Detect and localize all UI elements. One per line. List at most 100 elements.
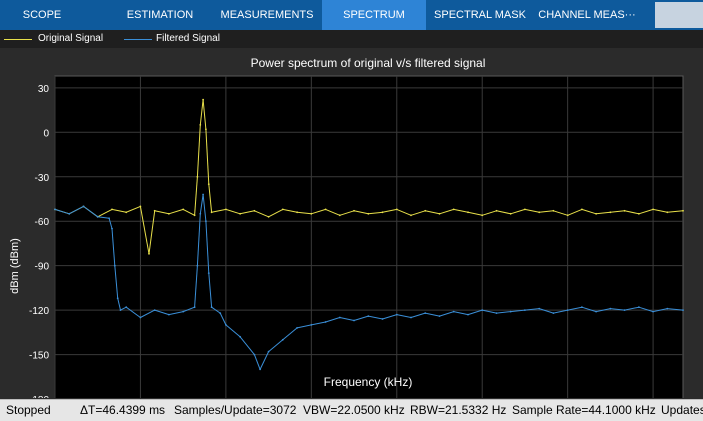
data-point <box>116 297 119 300</box>
series-segment <box>253 354 261 370</box>
series-segment <box>199 194 204 214</box>
data-point <box>367 212 370 215</box>
data-point <box>253 209 256 212</box>
data-point <box>638 306 640 309</box>
tab-spectral-mask[interactable]: SPECTRAL MASK <box>434 9 526 21</box>
status-updates: Updates <box>661 403 703 417</box>
data-point <box>139 316 142 319</box>
series-segment <box>467 309 483 316</box>
series-segment <box>396 314 412 318</box>
data-point <box>153 309 156 311</box>
data-point <box>68 212 71 215</box>
data-point <box>509 310 512 313</box>
series-segment <box>496 210 511 215</box>
spectrum-chart[interactable]: Power spectrum of original v/s filtered … <box>0 48 703 419</box>
series-segment <box>183 306 195 313</box>
data-point <box>595 310 597 313</box>
series-original-signal <box>54 98 684 255</box>
status-vbw: VBW=22.0500 kHz <box>303 403 405 417</box>
series-segment <box>196 213 201 266</box>
data-point <box>381 211 384 214</box>
tab-estimation[interactable]: ESTIMATION <box>126 9 194 21</box>
data-point <box>202 193 205 196</box>
series-segment <box>282 327 298 341</box>
legend-item-original[interactable]: Original Signal <box>4 30 124 48</box>
series-filtered-signal <box>54 193 684 371</box>
series-segment <box>667 308 684 311</box>
data-point <box>281 338 284 341</box>
data-point <box>324 321 327 323</box>
legend-label-filtered: Filtered Signal <box>156 33 220 44</box>
y-tick-label: 0 <box>43 128 49 139</box>
series-segment <box>325 317 340 323</box>
data-point <box>682 309 684 311</box>
data-point <box>581 306 583 309</box>
tab-channel-measurements[interactable]: CHANNEL MEAS··· <box>538 9 636 21</box>
data-point <box>452 208 455 211</box>
data-point <box>225 324 227 326</box>
series-segment <box>524 208 540 213</box>
series-segment <box>539 210 554 213</box>
series-segment <box>199 99 204 125</box>
status-rbw: RBW=21.5332 Hz <box>410 403 507 417</box>
data-point <box>253 353 256 356</box>
data-point <box>119 309 122 311</box>
data-point <box>566 214 569 217</box>
series-segment <box>225 324 241 338</box>
y-ticks: 30 0 -30 -60 -90 -120 -150 -180 <box>29 84 50 406</box>
series-segment <box>425 312 440 317</box>
x-axis-label: Frequency (kHz) <box>324 375 413 389</box>
collapse-button[interactable] <box>655 2 703 28</box>
series-segment <box>282 208 298 213</box>
legend-item-filtered[interactable]: Filtered Signal <box>124 30 244 48</box>
toolstrip: SCOPE ESTIMATION MEASUREMENTS SPECTRUM S… <box>0 0 703 30</box>
data-point <box>82 205 85 208</box>
series-segment <box>148 210 156 254</box>
series-segment <box>108 218 113 229</box>
series-segment <box>97 208 113 218</box>
series-segment <box>196 124 201 177</box>
axes-background <box>54 75 684 403</box>
series-segment <box>117 298 121 311</box>
series-segment <box>567 208 583 216</box>
series-segment <box>439 311 454 317</box>
grid <box>54 76 683 402</box>
tab-spectrum[interactable]: SPECTRUM <box>322 0 426 30</box>
series-segment <box>311 321 326 326</box>
data-point <box>338 214 341 217</box>
data-point <box>353 209 355 212</box>
data-point <box>196 264 199 267</box>
series-segment <box>396 208 412 216</box>
data-point <box>410 316 412 319</box>
y-tick-label: -90 <box>35 262 50 273</box>
legend: Original Signal Filtered Signal <box>0 30 703 48</box>
data-point <box>207 272 210 274</box>
data-point <box>125 211 128 214</box>
series-segment <box>567 306 583 311</box>
tab-measurements[interactable]: MEASUREMENTS <box>220 9 314 21</box>
data-point <box>113 264 116 267</box>
data-point <box>199 124 202 126</box>
series-segment <box>268 208 284 218</box>
data-point <box>125 306 128 309</box>
tab-scope[interactable]: SCOPE <box>22 9 62 21</box>
data-point <box>623 309 626 311</box>
data-point <box>310 324 313 326</box>
series-segment <box>120 306 127 311</box>
series-segment <box>182 208 195 216</box>
data-point <box>481 309 484 311</box>
data-point <box>324 208 327 211</box>
series-segment <box>610 210 625 213</box>
data-point <box>581 208 583 211</box>
data-point <box>210 211 213 214</box>
data-point <box>168 313 170 316</box>
legend-swatch-filtered <box>124 39 152 40</box>
data-point <box>219 312 222 314</box>
series-segment <box>595 308 611 313</box>
series-segment <box>667 210 684 213</box>
series-segment <box>194 265 198 308</box>
status-samples-per-update: Samples/Update=3072 <box>174 403 297 417</box>
status-delta-t: ΔT=46.4399 ms <box>80 403 166 417</box>
series-segment <box>624 306 639 311</box>
series-segment <box>482 210 497 216</box>
